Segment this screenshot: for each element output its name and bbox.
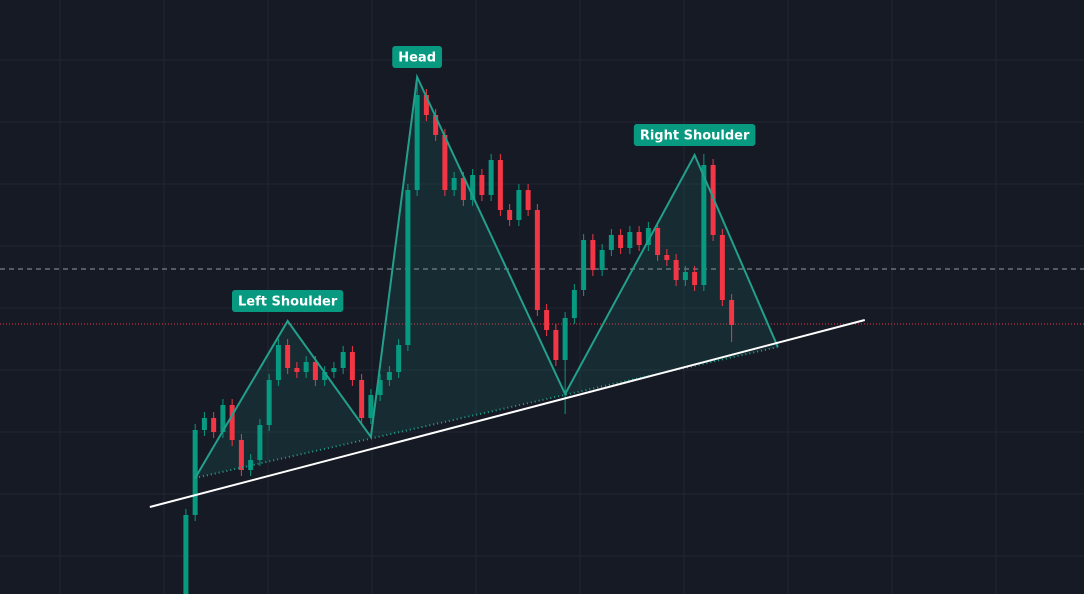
candle-body [470,175,476,200]
candle-body [349,352,355,380]
candle-body [673,260,679,280]
candle-body [257,425,263,460]
candle-body [562,318,568,360]
candle-body [599,250,605,270]
candle-body [201,418,207,430]
candle-body [692,272,698,285]
candle-body [701,165,707,285]
candle-body [553,330,559,360]
candle-body [664,255,670,260]
pattern-line [194,73,779,479]
candle-body [359,380,365,418]
candle-body [312,362,318,380]
candle-body [303,362,309,372]
candle-body [645,228,651,245]
candle-body [516,190,522,220]
candle-body [719,235,725,300]
candle-body [581,240,587,290]
annotation-box [232,290,344,312]
candle-body [423,95,429,115]
candle-body [627,232,633,248]
candle-body [488,160,494,195]
candle-body [507,210,513,220]
candle-body [377,380,383,395]
candle-body [368,395,374,418]
pattern-fill [195,77,778,478]
candle-body [229,405,235,440]
annotation-label: Right Shoulder [640,129,750,144]
candle-body [636,232,642,245]
candle-body [331,368,337,372]
candle-body [618,235,624,248]
candle-body [396,345,402,372]
candle-body [534,210,540,310]
candle-body [571,290,577,318]
candle-body [682,272,688,280]
candle-body [266,380,272,425]
candle-body [211,418,217,432]
annotation-box [392,46,443,68]
candle-body [238,440,244,470]
candle-body [285,345,291,368]
candle-body [183,515,189,594]
candle-body [525,190,531,210]
candle-body [275,345,281,380]
candle-body [590,240,596,270]
candle-body [414,95,420,190]
annotation-label: Left Shoulder [238,295,338,310]
candle-body [497,160,503,210]
candle-body [544,310,550,330]
candle-body [294,368,300,372]
candle-body [405,190,411,345]
candle-body [220,405,226,432]
annotation-box [633,124,756,146]
candle-body [479,175,485,195]
candle-body [192,430,198,515]
candle-body [451,178,457,190]
candle-body [729,300,735,325]
candle-body [442,135,448,190]
candle-body [322,372,328,380]
neckline [149,319,866,508]
candle-body [655,228,661,255]
candle-body [433,115,439,135]
candle-body [386,372,392,380]
candle-body [340,352,346,368]
annotation-label: Head [398,51,436,66]
candle-body [460,178,466,200]
candle-body [608,235,614,250]
